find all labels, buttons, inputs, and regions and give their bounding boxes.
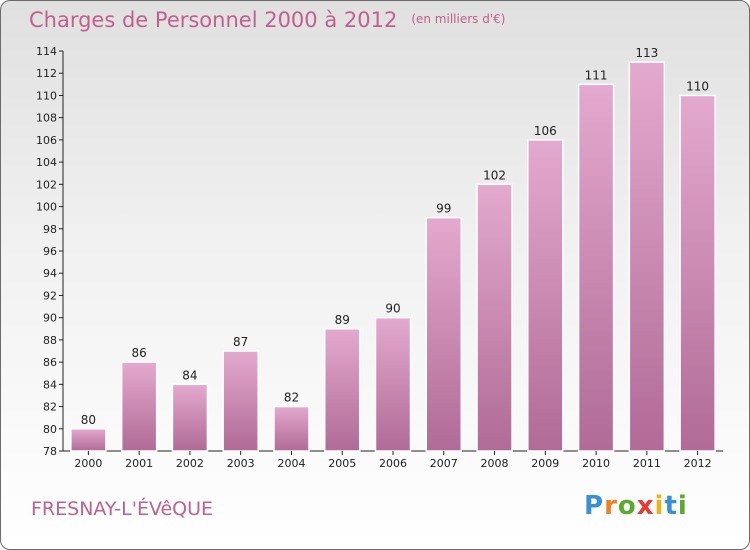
data-label: 89 bbox=[335, 313, 350, 327]
bar bbox=[527, 139, 564, 452]
data-label: 90 bbox=[385, 302, 400, 316]
x-tick-label: 2002 bbox=[176, 457, 204, 470]
logo-letter: i bbox=[654, 491, 665, 521]
logo-letter: r bbox=[604, 491, 618, 521]
y-tick-label: 104 bbox=[36, 156, 57, 169]
bar bbox=[628, 61, 666, 452]
x-tick-label: 2012 bbox=[684, 457, 712, 470]
y-tick-label: 86 bbox=[43, 356, 57, 369]
x-tick-label: 2001 bbox=[125, 457, 153, 470]
y-tick-label: 106 bbox=[36, 134, 57, 147]
bar bbox=[323, 328, 361, 452]
y-tick-label: 82 bbox=[43, 401, 57, 414]
y-tick-label: 94 bbox=[43, 267, 57, 280]
data-label: 99 bbox=[436, 202, 451, 216]
x-tick-label: 2008 bbox=[481, 457, 509, 470]
y-tick-label: 108 bbox=[36, 112, 57, 125]
data-label: 106 bbox=[534, 124, 557, 138]
x-tick-label: 2000 bbox=[74, 457, 102, 470]
bar bbox=[273, 405, 310, 452]
bar bbox=[171, 383, 209, 452]
y-tick-label: 96 bbox=[43, 245, 57, 258]
data-label: 102 bbox=[483, 168, 506, 182]
x-tick-label: 2003 bbox=[227, 457, 255, 470]
y-tick-label: 90 bbox=[43, 312, 57, 325]
data-label: 80 bbox=[81, 413, 96, 427]
x-tick-label: 2005 bbox=[328, 457, 356, 470]
data-label: 82 bbox=[284, 391, 299, 405]
bar bbox=[476, 183, 513, 452]
logo-letter: t bbox=[664, 491, 678, 521]
y-tick-label: 88 bbox=[43, 334, 57, 347]
logo-letter: P bbox=[584, 491, 605, 521]
logo-letter: i bbox=[677, 491, 688, 521]
logo-letter: x bbox=[636, 491, 655, 521]
bar bbox=[679, 94, 716, 452]
data-label: 84 bbox=[182, 368, 197, 382]
x-tick-label: 2007 bbox=[430, 457, 458, 470]
y-tick-label: 112 bbox=[36, 67, 57, 80]
proxiti-logo: Proxiti bbox=[584, 491, 688, 521]
bar bbox=[374, 316, 412, 452]
chart-title-text: Charges de Personnel 2000 à 2012 bbox=[29, 8, 398, 32]
y-tick-label: 98 bbox=[43, 223, 57, 236]
y-tick-label: 92 bbox=[43, 289, 57, 302]
y-tick-label: 102 bbox=[36, 178, 57, 191]
x-tick-label: 2009 bbox=[531, 457, 559, 470]
bar bbox=[120, 361, 158, 452]
data-label: 113 bbox=[635, 46, 658, 60]
y-tick-label: 114 bbox=[36, 45, 57, 58]
x-tick-label: 2010 bbox=[582, 457, 610, 470]
y-tick-label: 110 bbox=[36, 89, 57, 102]
chart-title: Charges de Personnel 2000 à 2012 (en mill… bbox=[29, 8, 505, 32]
y-tick-label: 84 bbox=[43, 378, 57, 391]
data-label: 110 bbox=[686, 79, 709, 93]
bar bbox=[425, 216, 463, 452]
town-name: FRESNAY-L'ÉVêQUE bbox=[31, 498, 214, 520]
x-tick-label: 2004 bbox=[277, 457, 305, 470]
data-label: 111 bbox=[585, 68, 608, 82]
data-label: 86 bbox=[132, 346, 147, 360]
x-tick-label: 2011 bbox=[633, 457, 661, 470]
bar bbox=[577, 83, 615, 452]
bar bbox=[70, 428, 107, 452]
y-tick-label: 100 bbox=[36, 201, 57, 214]
data-label: 87 bbox=[233, 335, 248, 349]
y-tick-label: 80 bbox=[43, 423, 57, 436]
x-tick-label: 2006 bbox=[379, 457, 407, 470]
y-tick-label: 78 bbox=[43, 445, 57, 458]
bar bbox=[222, 350, 259, 452]
logo-letter: o bbox=[617, 491, 637, 521]
chart-subtitle: (en milliers d'€) bbox=[411, 12, 506, 26]
